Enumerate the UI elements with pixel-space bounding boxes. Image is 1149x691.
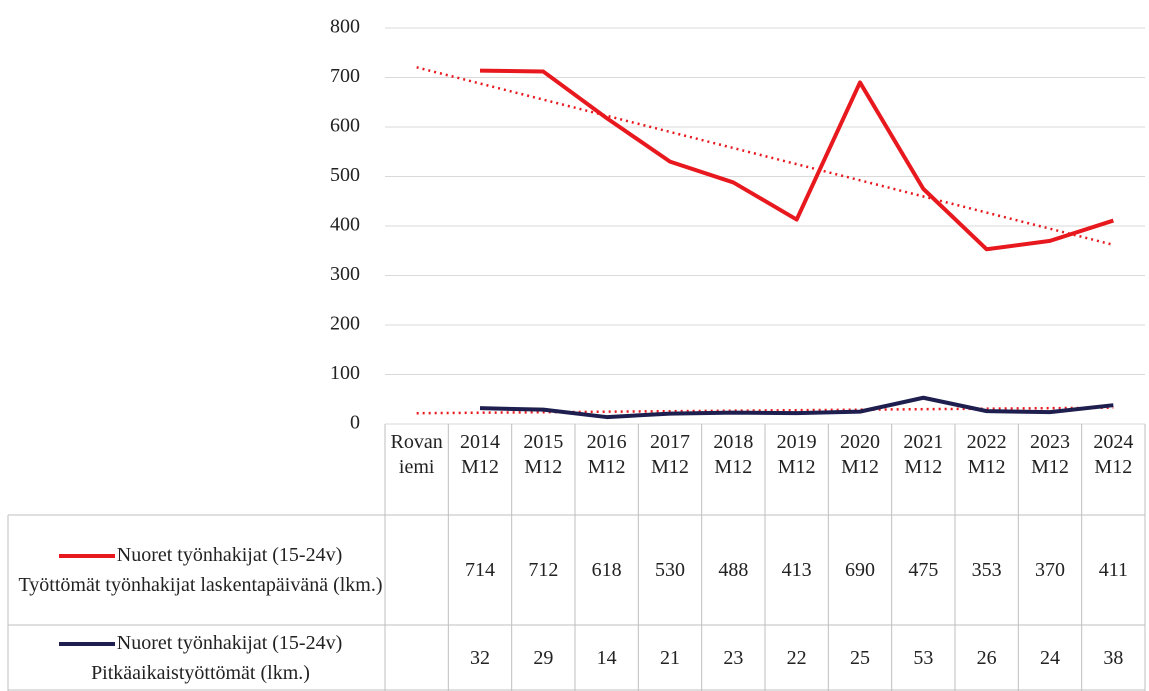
data-label: 25 xyxy=(849,646,870,669)
legend-label: Nuoret työnhakijat (15-24v) Työttömät ty… xyxy=(18,544,383,596)
data-label: 23 xyxy=(723,646,744,669)
x-tick-label: 2024 M12 xyxy=(1093,431,1134,478)
y-tick-label: 600 xyxy=(330,115,360,137)
legend-label: Nuoret työnhakijat (15-24v) Pitkäaikaist… xyxy=(91,632,343,684)
legend-content: Nuoret työnhakijat (15-24v) Työttömät ty… xyxy=(16,540,385,600)
data-label: 411 xyxy=(1098,558,1128,581)
trendline xyxy=(416,66,1114,247)
data-label: 530 xyxy=(654,558,685,581)
x-tick-label: 2022 M12 xyxy=(966,431,1007,478)
data-label: 26 xyxy=(976,646,997,669)
data-label: 53 xyxy=(913,646,934,669)
data-label: 29 xyxy=(533,646,554,669)
data-label: 712 xyxy=(528,558,559,581)
y-tick-label: 500 xyxy=(330,164,360,186)
legend-swatch xyxy=(58,554,115,559)
x-tick-label: Rovaniemi xyxy=(390,431,443,478)
data-label: 24 xyxy=(1039,646,1060,669)
y-tick-label: 100 xyxy=(330,362,360,384)
y-tick-label: 700 xyxy=(330,65,360,87)
legend-entry: Nuoret työnhakijat (15-24v) Työttömät ty… xyxy=(8,515,385,625)
y-tick-label: 0 xyxy=(350,412,360,434)
x-tick-label: 2018 M12 xyxy=(713,431,754,478)
trendline xyxy=(416,406,1114,415)
x-tick-label: 2019 M12 xyxy=(776,431,817,478)
legend-content: Nuoret työnhakijat (15-24v) Pitkäaikaist… xyxy=(16,628,385,688)
legend-swatch xyxy=(58,642,115,647)
data-label: 32 xyxy=(469,646,490,669)
y-tick-label: 800 xyxy=(330,16,360,38)
data-label: 488 xyxy=(718,558,749,581)
data-label: 38 xyxy=(1103,646,1124,669)
data-label: 413 xyxy=(781,558,812,581)
y-tick-label: 400 xyxy=(330,214,360,236)
x-tick-label: 2015 M12 xyxy=(523,431,564,478)
series-line xyxy=(479,68,1114,252)
data-label: 21 xyxy=(659,646,680,669)
y-tick-label: 200 xyxy=(330,313,360,335)
x-tick-label: 2016 M12 xyxy=(586,431,627,478)
legend-entry: Nuoret työnhakijat (15-24v) Pitkäaikaist… xyxy=(8,625,385,691)
data-label: 370 xyxy=(1034,558,1065,581)
x-tick-label: 2014 M12 xyxy=(459,431,500,478)
data-label: 618 xyxy=(591,558,622,581)
data-label: 690 xyxy=(844,558,875,581)
data-label: 353 xyxy=(971,558,1002,581)
x-tick-label: 2021 M12 xyxy=(903,431,944,478)
data-label: 475 xyxy=(908,558,939,581)
x-tick-label: 2017 M12 xyxy=(649,431,690,478)
x-tick-label: 2023 M12 xyxy=(1029,431,1070,478)
y-tick-label: 300 xyxy=(330,263,360,285)
x-tick-label: 2020 M12 xyxy=(839,431,880,478)
data-label: 22 xyxy=(786,646,807,669)
series-line xyxy=(479,395,1114,420)
data-label: 714 xyxy=(464,558,495,581)
data-label: 14 xyxy=(596,646,617,669)
